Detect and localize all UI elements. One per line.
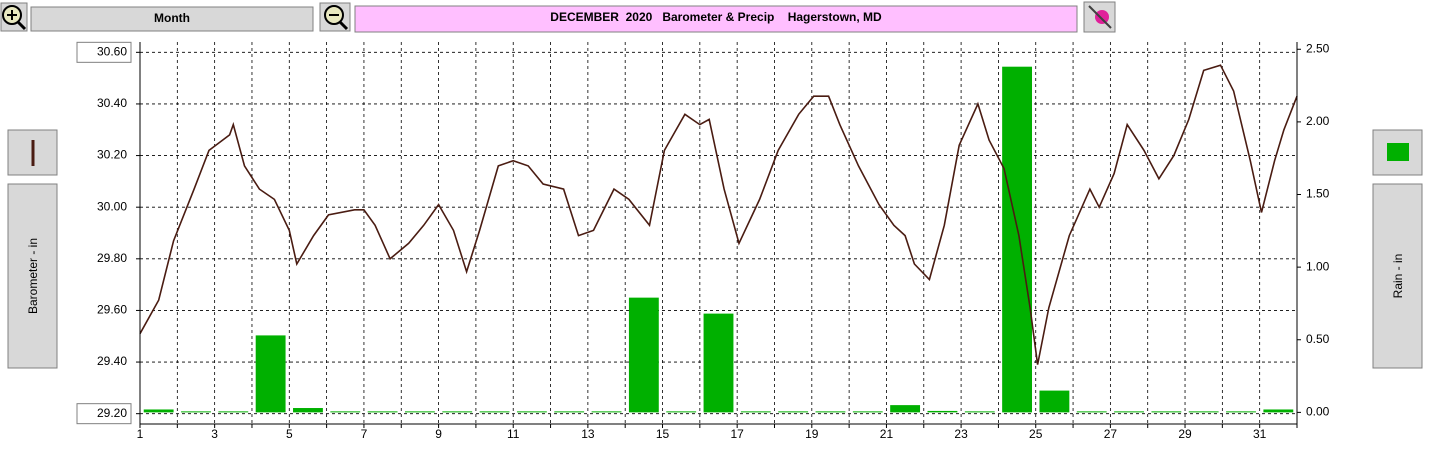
bar <box>1226 411 1256 413</box>
y-tick-label: 29.20 <box>97 406 127 420</box>
x-tick-label: 21 <box>880 427 894 441</box>
bar <box>554 411 585 413</box>
settings-icon <box>1095 10 1109 24</box>
settings-wand <box>1088 5 1112 29</box>
y-tick-box <box>76 403 132 425</box>
plot: 29.2029.4029.6029.8030.0030.2030.4030.60… <box>76 41 1330 441</box>
bar <box>591 411 622 413</box>
x-tick-label: 11 <box>507 427 520 441</box>
bar <box>255 335 286 413</box>
y2-tick-label: 2.00 <box>1306 114 1330 128</box>
barometer-legend-button[interactable] <box>7 129 58 176</box>
y-tick-box <box>76 41 132 63</box>
y2-tick-label: 0.50 <box>1306 332 1330 346</box>
zoom-in-button[interactable] <box>0 2 28 32</box>
x-tick-label: 5 <box>286 427 293 441</box>
x-tick-label: 25 <box>1029 427 1043 441</box>
y-axis-button[interactable]: Barometer - in <box>7 183 58 369</box>
bar <box>778 411 809 413</box>
bar <box>1076 411 1107 413</box>
bar <box>143 409 174 413</box>
y-tick-label: 30.40 <box>97 96 127 110</box>
legend-swatch <box>1387 143 1409 161</box>
bar <box>1188 411 1219 413</box>
x-tick-label: 13 <box>581 427 595 441</box>
chart-title: DECEMBER 2020 Barometer & Precip Hagerst… <box>550 10 882 24</box>
bar <box>927 410 958 413</box>
bar <box>367 411 398 413</box>
bar <box>628 297 659 413</box>
bar <box>964 411 995 413</box>
x-tick-label: 15 <box>656 427 670 441</box>
rain-legend-button[interactable] <box>1372 129 1423 176</box>
bar <box>1114 411 1144 413</box>
x-tick-label: 19 <box>805 427 819 441</box>
y2-axis-frame <box>1372 183 1423 369</box>
y2-tick-label: 2.50 <box>1306 41 1330 55</box>
y-axis-label: Barometer - in <box>26 238 40 314</box>
x-tick-label: 27 <box>1104 427 1118 441</box>
x-tick-label: 31 <box>1253 427 1267 441</box>
y-tick-label: 30.60 <box>97 44 127 58</box>
bar <box>852 411 883 413</box>
y2-axis-label: Rain - in <box>1391 254 1405 299</box>
barometer-line <box>139 64 1298 365</box>
bar <box>890 405 921 413</box>
bar <box>516 411 547 413</box>
y2-tick-label: 0.00 <box>1306 405 1330 419</box>
x-tick-label: 7 <box>361 427 368 441</box>
zoom-in-plus <box>7 10 17 20</box>
x-tick-label: 3 <box>211 427 218 441</box>
bar <box>1002 66 1033 413</box>
zoom-out-button[interactable] <box>319 2 351 32</box>
y-axis-frame <box>7 183 58 369</box>
bar <box>404 411 435 413</box>
y-tick-label: 30.20 <box>97 148 127 162</box>
settings-button[interactable] <box>1083 1 1116 33</box>
zoom-out-handle <box>338 20 349 31</box>
bar <box>740 411 771 413</box>
zoom-in-handle <box>16 20 27 31</box>
x-tick-label: 1 <box>137 427 144 441</box>
x-tick-label: 29 <box>1178 427 1192 441</box>
period-label: Month <box>154 11 190 25</box>
bar <box>479 411 510 413</box>
x-tick-label: 17 <box>730 427 744 441</box>
y-tick-label: 29.60 <box>97 303 127 317</box>
bar <box>1151 411 1182 413</box>
x-tick-label: 9 <box>435 427 442 441</box>
y2-axis-button[interactable]: Rain - in <box>1372 183 1423 369</box>
bar <box>330 411 361 413</box>
title-box <box>354 5 1078 33</box>
bar <box>815 411 846 413</box>
period-button[interactable]: Month <box>30 6 314 32</box>
period-frame <box>30 6 314 32</box>
bar <box>293 408 323 413</box>
y2-tick-label: 1.50 <box>1306 187 1330 201</box>
bar <box>181 411 211 413</box>
bar <box>1263 409 1294 413</box>
y-tick-label: 30.00 <box>97 199 127 213</box>
y-tick-label: 29.40 <box>97 354 127 368</box>
x-tick-label: 23 <box>954 427 968 441</box>
y-tick-label: 29.80 <box>97 251 127 265</box>
bar <box>1039 390 1070 413</box>
bar <box>666 411 697 413</box>
bar <box>703 313 734 413</box>
bar <box>218 411 249 413</box>
y2-tick-label: 1.00 <box>1306 259 1330 273</box>
bar <box>442 411 473 413</box>
